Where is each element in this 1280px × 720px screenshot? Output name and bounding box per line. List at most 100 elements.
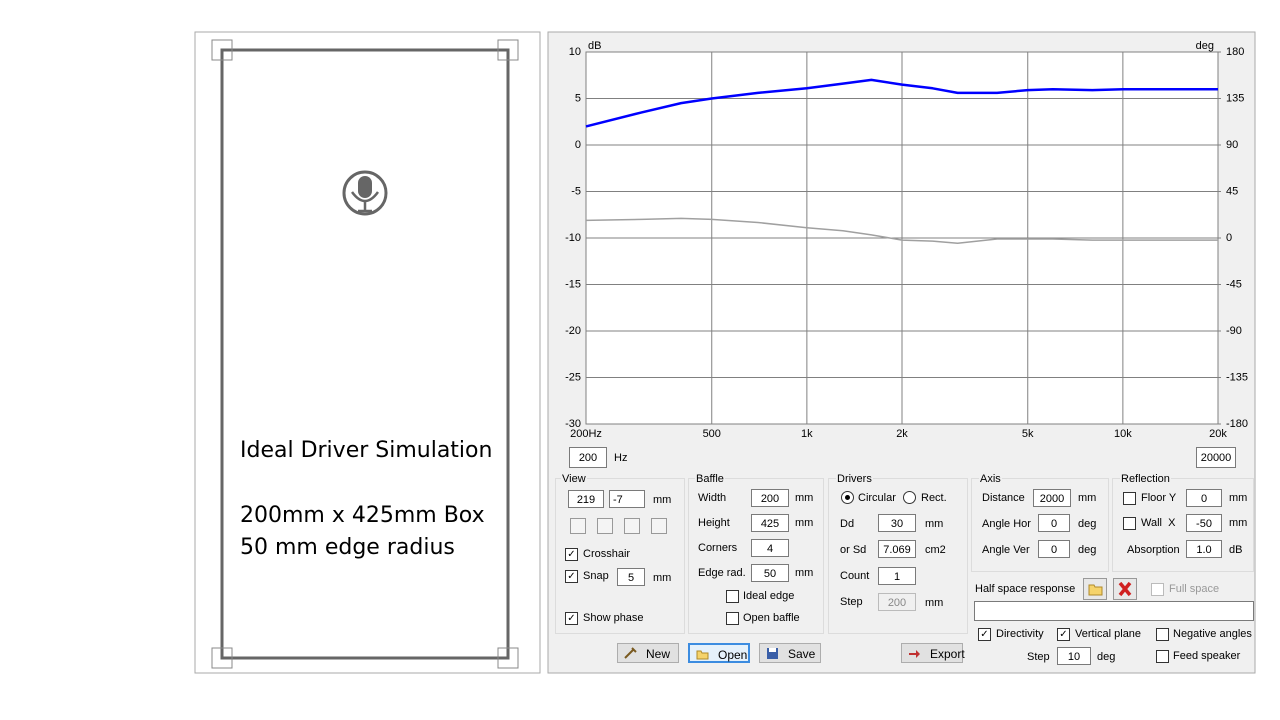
input[interactable]: 4 <box>751 539 789 557</box>
y-tick-label: -20 <box>565 325 581 337</box>
unit: mm <box>925 597 944 609</box>
y2-tick-label: 135 <box>1226 92 1244 104</box>
group-title: View <box>561 473 587 485</box>
group-box <box>688 478 824 634</box>
group-title: Axis <box>979 473 1002 485</box>
y-tick-label: 5 <box>575 92 581 104</box>
min-freq[interactable]: 200 <box>569 447 607 468</box>
label: Circular <box>858 492 896 504</box>
checkbox[interactable] <box>1123 492 1136 505</box>
label: Rect. <box>921 492 947 504</box>
label: Angle Ver <box>982 544 1030 556</box>
x-tick-label: 5k <box>1022 428 1034 440</box>
caption: Ideal Driver Simulation <box>240 438 493 463</box>
label: Corners <box>698 542 738 554</box>
unit: mm <box>795 517 814 529</box>
input[interactable]: 7.069 <box>878 540 916 558</box>
button-label: Open <box>718 648 748 662</box>
y-tick-label: -25 <box>565 371 581 383</box>
group-box <box>555 478 685 634</box>
input[interactable]: 10 <box>1057 647 1091 665</box>
export-button[interactable]: Export <box>901 643 965 663</box>
label: Dd <box>840 518 855 530</box>
input[interactable]: 219 <box>568 490 604 508</box>
checkbox[interactable] <box>726 590 739 603</box>
y-tick-label: -15 <box>565 278 581 290</box>
input[interactable]: 5 <box>617 568 645 586</box>
label: Open baffle <box>743 612 800 624</box>
x-tick-label: 10k <box>1114 428 1132 440</box>
label: Half space response <box>975 583 1076 595</box>
unit: deg <box>1097 651 1116 663</box>
checkbox[interactable] <box>565 548 578 561</box>
input[interactable]: 30 <box>878 514 916 532</box>
x-tick-label: 1k <box>801 428 813 440</box>
label: Snap <box>583 570 609 582</box>
label: Absorption <box>1127 544 1180 556</box>
zoom-button[interactable] <box>597 518 613 534</box>
unit: mm <box>653 494 672 506</box>
checkbox[interactable] <box>565 570 578 583</box>
zoom-button[interactable] <box>570 518 586 534</box>
x-tick-label: 200Hz <box>570 428 602 440</box>
clear-button[interactable] <box>1113 578 1137 600</box>
input[interactable]: 200 <box>751 489 789 507</box>
series-line <box>585 78 1218 128</box>
caption: 50 mm edge radius <box>240 535 455 560</box>
label: Full space <box>1169 583 1220 595</box>
max-freq[interactable]: 20000 <box>1196 447 1236 468</box>
input[interactable]: 2000 <box>1033 489 1071 507</box>
y2-tick-label: 90 <box>1226 139 1238 151</box>
label: Wall X <box>1141 517 1176 529</box>
unit: dB <box>1229 544 1243 556</box>
new-button[interactable]: New <box>617 643 679 663</box>
label: Vertical plane <box>1075 628 1142 640</box>
save-button[interactable]: Save <box>759 643 821 663</box>
unit: Hz <box>614 452 628 464</box>
checkbox[interactable] <box>565 612 578 625</box>
group-title: Drivers <box>836 473 873 485</box>
input[interactable]: 50 <box>751 564 789 582</box>
input[interactable]: 1.0 <box>1186 540 1222 558</box>
checkbox[interactable] <box>978 628 991 641</box>
y-unit: dB <box>588 40 601 52</box>
unit: mm <box>1229 517 1248 529</box>
unit: deg <box>1078 544 1097 556</box>
checkbox[interactable] <box>1156 650 1169 663</box>
checkbox[interactable] <box>1156 628 1169 641</box>
y-tick-label: 10 <box>569 46 581 58</box>
input[interactable]: 1 <box>878 567 916 585</box>
file-path[interactable] <box>974 601 1254 621</box>
y-tick-label: -5 <box>571 185 581 197</box>
baffle-outline <box>220 48 510 660</box>
input[interactable]: 0 <box>1038 514 1070 532</box>
y2-tick-label: -45 <box>1226 278 1242 290</box>
input[interactable]: 0 <box>1186 489 1222 507</box>
input[interactable]: -50 <box>1186 514 1222 532</box>
input[interactable]: -7 <box>609 490 645 508</box>
open-button[interactable]: Open <box>688 643 750 663</box>
label: Directivity <box>996 628 1044 640</box>
unit: cm2 <box>925 544 946 556</box>
checkbox[interactable] <box>1057 628 1070 641</box>
checkbox[interactable] <box>1123 517 1136 530</box>
label: Step <box>1027 651 1050 663</box>
unit: mm <box>795 567 814 579</box>
radio[interactable] <box>903 491 916 504</box>
label: Width <box>698 492 727 504</box>
label: Negative angles <box>1173 628 1252 640</box>
label: Ideal edge <box>743 590 795 602</box>
radio[interactable] <box>841 491 854 504</box>
y2-tick-label: -180 <box>1226 418 1248 430</box>
input[interactable]: 425 <box>751 514 789 532</box>
checkbox[interactable] <box>726 612 739 625</box>
zoom-button[interactable] <box>624 518 640 534</box>
unit: mm <box>925 518 944 530</box>
input[interactable]: 0 <box>1038 540 1070 558</box>
y2-tick-label: 45 <box>1226 185 1238 197</box>
label: Crosshair <box>583 548 631 560</box>
open-file-button[interactable] <box>1083 578 1107 600</box>
fit-button[interactable] <box>651 518 667 534</box>
caption: 200mm x 425mm Box <box>240 503 485 528</box>
label: Step <box>840 596 863 608</box>
